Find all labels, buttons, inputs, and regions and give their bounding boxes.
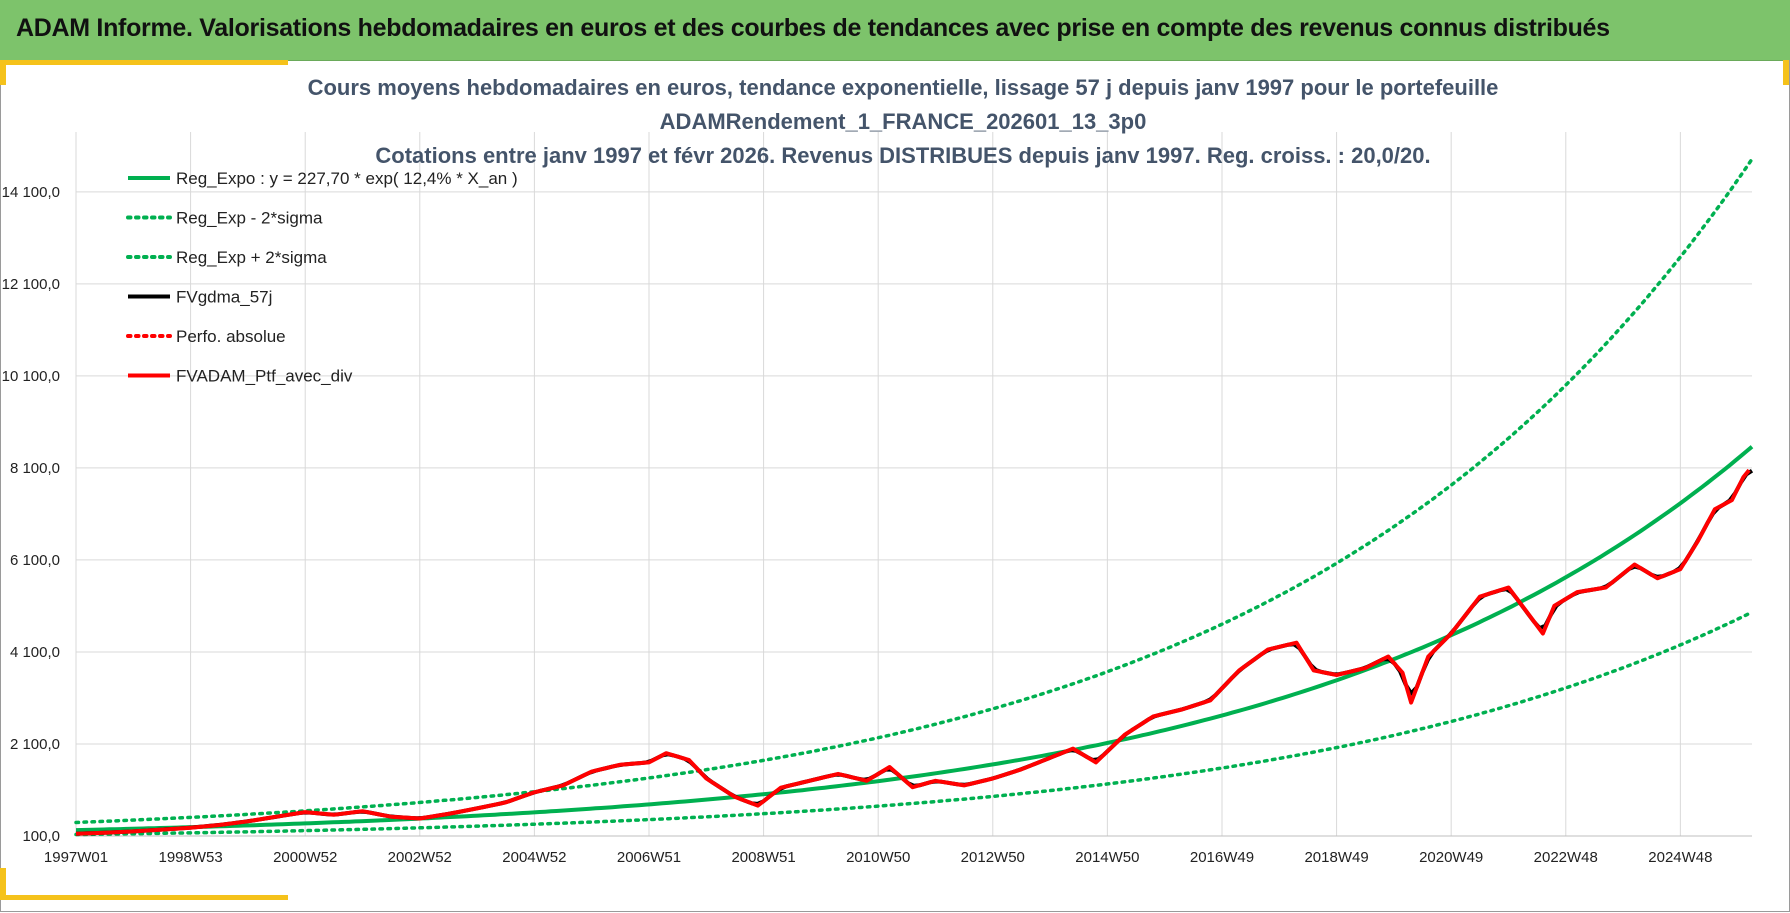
y-tick-label: 12 100,0 (2, 276, 60, 293)
legend-label: Reg_Exp + 2*sigma (176, 248, 327, 267)
header-title: ADAM Informe. Valorisations hebdomadaire… (16, 14, 1610, 42)
header-banner: ADAM Informe. Valorisations hebdomadaire… (0, 0, 1790, 61)
corner-mark-bottom-left-h (0, 895, 288, 900)
chart-title-line-1: Cours moyens hebdomadaires en euros, ten… (308, 75, 1499, 100)
x-tick-label: 2006W51 (617, 849, 681, 866)
y-tick-label: 10 100,0 (2, 368, 60, 385)
chart-title-line-3: Cotations entre janv 1997 et févr 2026. … (375, 143, 1430, 168)
legend-label: Reg_Expo : y = 227,70 * exp( 12,4% * X_a… (176, 169, 518, 188)
x-tick-label: 2004W52 (502, 849, 566, 866)
corner-mark-top-left-v (0, 60, 6, 85)
y-tick-label: 8 100,0 (10, 460, 60, 477)
x-tick-label: 2000W52 (273, 849, 337, 866)
x-tick-label: 1997W01 (44, 849, 108, 866)
corner-mark-top-left-h (0, 60, 288, 65)
line-chart: 100,0 2 100,0 4 100,0 6 100,0 8 100,0 10 100,… (2, 75, 1754, 866)
x-axis-ticks: 1997W01 1998W53 2000W52 2002W52 2004W52 2006W… (44, 849, 1713, 866)
y-tick-label: 2 100,0 (10, 736, 60, 753)
series-lines (74, 157, 1754, 837)
x-tick-label: 2014W50 (1075, 849, 1139, 866)
legend: Reg_Expo : y = 227,70 * exp( 12,4% * X_a… (126, 169, 518, 386)
x-tick-label: 2010W50 (846, 849, 910, 866)
corner-mark-top-right-v (1783, 60, 1789, 85)
x-tick-label: 2022W48 (1534, 849, 1598, 866)
chart-title-line-2: ADAMRendement_1_FRANCE_202601_13_3p0 (660, 109, 1147, 134)
x-tick-label: 2008W51 (731, 849, 795, 866)
y-tick-label: 100,0 (22, 828, 60, 845)
corner-mark-bottom-left-v (0, 868, 6, 898)
gridlines (75, 132, 1752, 837)
x-tick-label: 2020W49 (1419, 849, 1483, 866)
legend-label: Perfo. absolue (176, 327, 286, 346)
legend-label: FVADAM_Ptf_avec_div (176, 367, 353, 386)
series-line-portfolio (75, 468, 1751, 836)
x-tick-label: 2024W48 (1648, 849, 1712, 866)
x-tick-label: 2012W50 (961, 849, 1025, 866)
legend-label: Reg_Exp - 2*sigma (176, 209, 323, 228)
x-tick-label: 1998W53 (158, 849, 222, 866)
series-line-reg-low (74, 610, 1754, 837)
x-tick-label: 2002W52 (388, 849, 452, 866)
legend-label: FVgdma_57j (176, 288, 272, 307)
x-tick-label: 2018W49 (1304, 849, 1368, 866)
series-line-reg-expo (75, 445, 1754, 833)
x-tick-label: 2016W49 (1190, 849, 1254, 866)
series-line-reg-high (74, 157, 1754, 825)
y-tick-label: 14 100,0 (2, 184, 60, 201)
y-tick-label: 4 100,0 (10, 644, 60, 661)
y-tick-label: 6 100,0 (10, 552, 60, 569)
y-axis-ticks: 100,0 2 100,0 4 100,0 6 100,0 8 100,0 10 100,… (2, 184, 60, 845)
